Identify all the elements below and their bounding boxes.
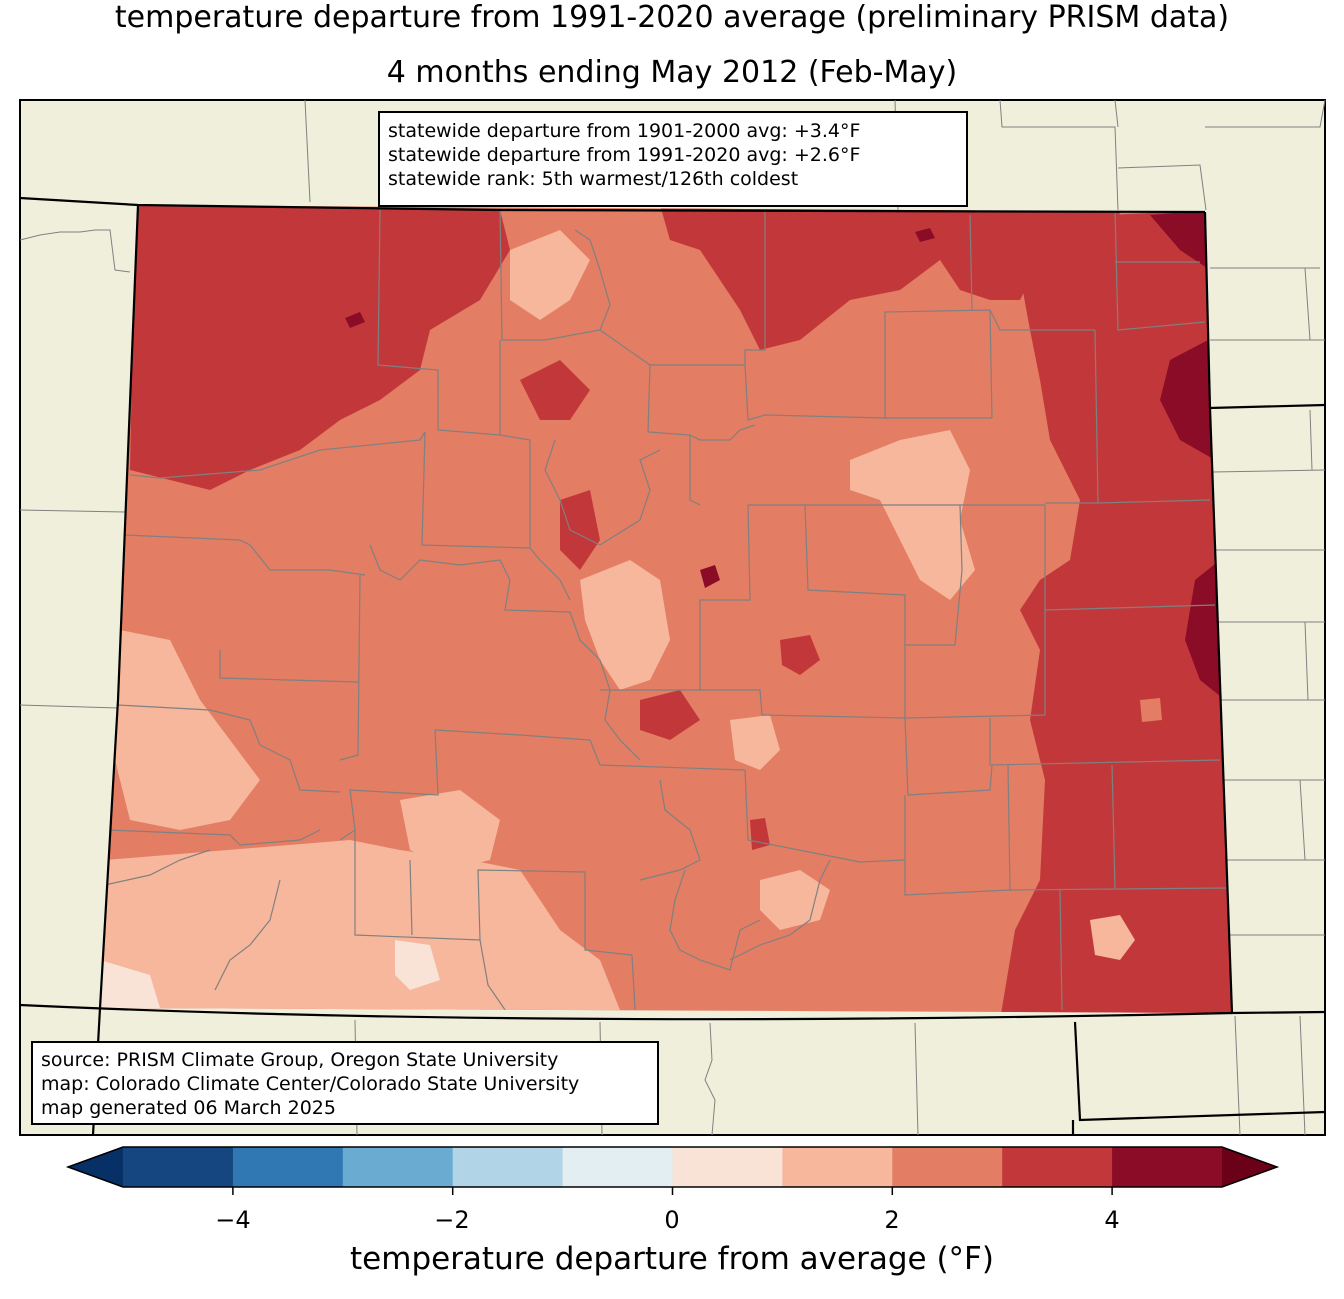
colorbar-tick-label: 2: [884, 1206, 900, 1234]
source-credit-box: source: PRISM Climate Group, Oregon Stat…: [31, 1041, 659, 1125]
colorbar-bin: [892, 1147, 1003, 1187]
colorbar-tick-label: −4: [215, 1206, 251, 1234]
source-line-1: source: PRISM Climate Group, Oregon Stat…: [41, 1049, 559, 1071]
colorbar-bin: [782, 1147, 893, 1187]
colorbar-tick-label: −2: [434, 1206, 470, 1234]
colorbar-over-extension: [1222, 1147, 1277, 1187]
colorbar-under-extension: [68, 1147, 123, 1187]
colorbar-bin: [342, 1147, 454, 1187]
colorbar: [65, 1146, 1280, 1195]
stats-line-2: statewide departure from 1991-2020 avg: …: [388, 144, 861, 166]
colorbar-bin: [672, 1147, 783, 1187]
colorbar-bin: [123, 1147, 234, 1187]
map-title-line2: 4 months ending May 2012 (Feb-May): [386, 55, 958, 90]
colorbar-outline: [65, 1146, 1280, 1188]
source-line-2: map: Colorado Climate Center/Colorado St…: [41, 1073, 580, 1095]
statewide-stats-box: statewide departure from 1901-2000 avg: …: [378, 111, 968, 207]
colorbar-bin: [562, 1147, 673, 1187]
colorbar-tick-label: 4: [1104, 1206, 1120, 1234]
stats-line-3: statewide rank: 5th warmest/126th coldes…: [388, 168, 799, 190]
colorbar-label: temperature departure from average (°F): [350, 1241, 994, 1277]
source-line-3: map generated 06 March 2025: [41, 1097, 336, 1119]
stats-line-1: statewide departure from 1901-2000 avg: …: [388, 120, 861, 142]
county-boundaries: [104, 209, 1229, 1013]
colorbar-bin: [1112, 1147, 1223, 1187]
map-title-line1: temperature departure from 1991-2020 ave…: [114, 0, 1230, 35]
colorbar-bin: [452, 1147, 564, 1187]
departure-field: [100, 205, 1232, 1013]
colorbar-bin: [232, 1147, 344, 1187]
colorbar-tick-label: 0: [664, 1206, 680, 1234]
colorbar-bin: [1002, 1147, 1113, 1187]
